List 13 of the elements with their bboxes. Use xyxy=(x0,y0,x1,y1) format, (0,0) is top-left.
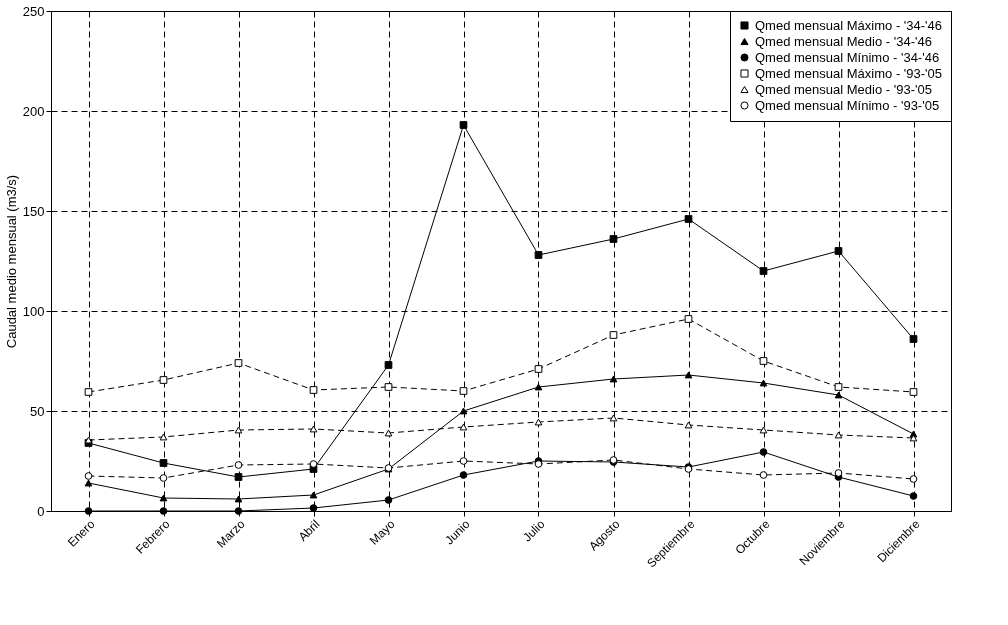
legend-label: Qmed mensual Medio - '34-'46 xyxy=(755,33,932,49)
legend-label: Qmed mensual Máximo - '34-'46 xyxy=(755,17,943,33)
legend-label: Qmed mensual Medio - '93-'05 xyxy=(755,81,932,97)
legend-label: Qmed mensual Máximo - '93-'05 xyxy=(755,65,943,81)
y-tick-label: 150 xyxy=(22,203,45,219)
legend-label: Qmed mensual Mínimo - '34-'46 xyxy=(755,49,940,65)
legend-label: Qmed mensual Mínimo - '93-'05 xyxy=(755,97,940,113)
y-tick-label: 100 xyxy=(22,303,45,319)
y-tick-label: 50 xyxy=(30,403,45,419)
y-tick-label: 200 xyxy=(22,103,45,119)
y-axis-title: Caudal medio mensual (m3/s) xyxy=(3,174,19,349)
y-tick-label: 250 xyxy=(22,3,45,19)
y-tick-label: 0 xyxy=(37,503,45,519)
